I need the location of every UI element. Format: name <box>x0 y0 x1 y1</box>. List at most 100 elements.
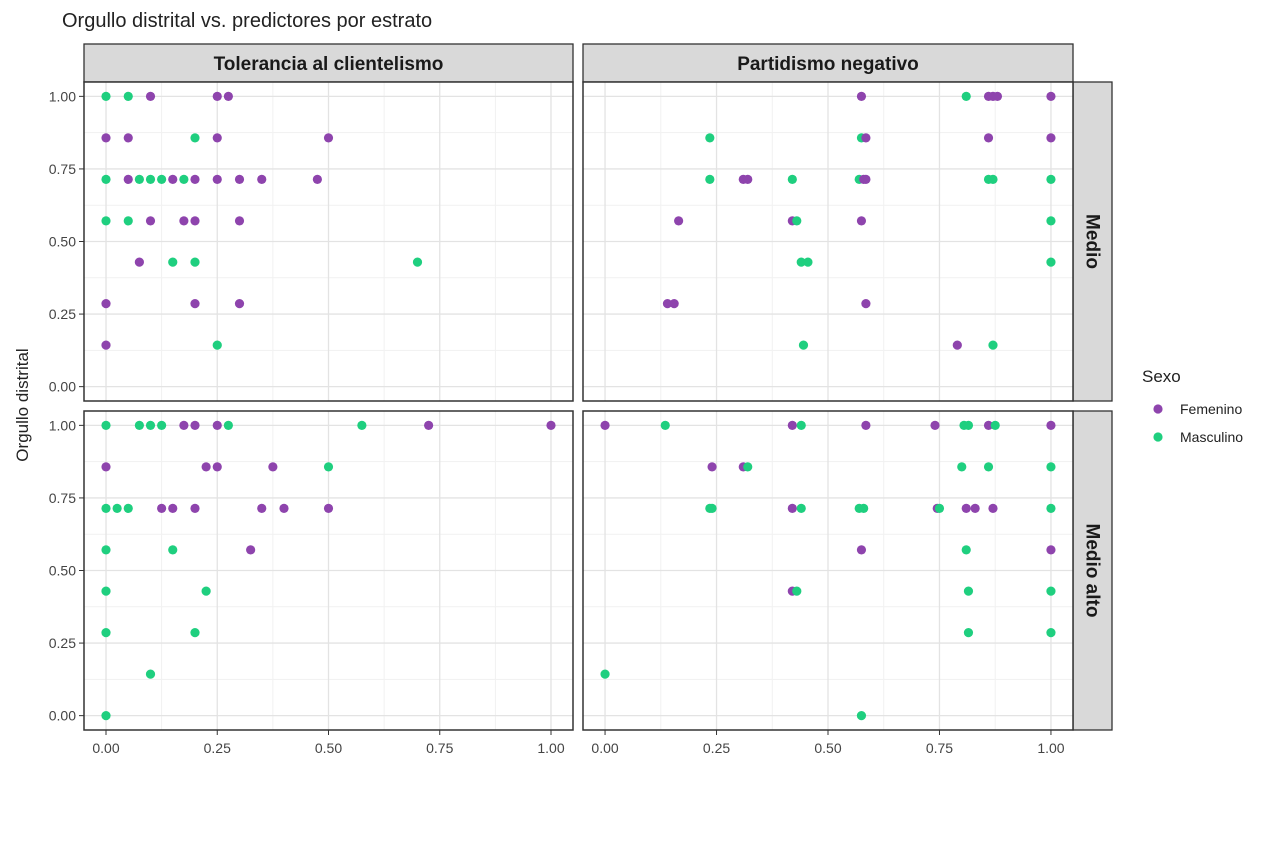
x-tick-label: 0.75 <box>426 740 453 756</box>
y-tick-label: 1.00 <box>49 417 76 433</box>
data-point-femenino <box>1046 133 1056 143</box>
y-tick-label: 0.00 <box>49 708 76 724</box>
data-point-masculino <box>983 462 994 472</box>
data-point-femenino <box>546 420 556 430</box>
data-point-masculino <box>223 420 233 430</box>
y-axis: 0.00 0.25 0.50 0.75 1.00 0.00 0.25 0.50 0.75 1.00 <box>49 88 84 724</box>
data-point-masculino <box>660 420 670 430</box>
data-point-femenino <box>212 133 222 143</box>
data-point-femenino <box>930 420 940 430</box>
x-tick-label: 0.50 <box>315 740 342 756</box>
data-point-masculino <box>1046 628 1056 638</box>
data-point-masculino <box>988 174 998 184</box>
panels-layer: Tolerancia al clientelismo Partidismo neg… <box>83 43 1113 731</box>
data-point-femenino <box>856 216 867 226</box>
data-point-femenino <box>312 174 322 184</box>
data-point-femenino <box>212 420 222 430</box>
facet-strip-background <box>582 43 1074 83</box>
data-point-femenino <box>988 503 998 513</box>
data-point-masculino <box>101 216 111 226</box>
legend-key <box>1153 404 1163 414</box>
data-point-femenino <box>212 462 222 472</box>
data-point-masculino <box>963 628 974 638</box>
data-point-femenino <box>168 174 178 184</box>
data-point-femenino <box>983 133 994 143</box>
facet-strip-label: Partidismo negativo <box>737 54 919 75</box>
facet-strip-partidismo-negativo: Partidismo negativo <box>582 43 1074 83</box>
data-point-masculino <box>963 420 974 430</box>
data-point-masculino <box>796 420 806 430</box>
data-point-femenino <box>970 503 980 513</box>
data-point-femenino <box>201 462 211 472</box>
data-point-femenino <box>234 174 245 184</box>
data-point-masculino <box>1046 257 1056 267</box>
data-point-masculino <box>1046 586 1056 596</box>
data-point-femenino <box>279 503 289 513</box>
panel-tolerancia-al-clientelismo-medio <box>83 81 574 402</box>
data-point-femenino <box>787 503 797 513</box>
data-point-femenino <box>101 462 111 472</box>
data-point-masculino <box>1046 216 1056 226</box>
data-point-masculino <box>190 257 200 267</box>
y-tick-label: 0.75 <box>49 490 76 506</box>
data-point-femenino <box>743 174 753 184</box>
data-point-femenino <box>992 91 1003 101</box>
data-point-femenino <box>961 503 971 513</box>
data-point-femenino <box>787 420 797 430</box>
data-point-femenino <box>323 133 334 143</box>
data-point-masculino <box>792 586 802 596</box>
x-tick-label: 1.00 <box>1037 740 1064 756</box>
y-axis-label: Orgullo distrital <box>13 348 32 461</box>
data-point-masculino <box>961 91 971 101</box>
panel-partidismo-negativo-medio <box>582 81 1074 402</box>
data-point-masculino <box>957 462 967 472</box>
y-tick-label: 0.25 <box>49 306 76 322</box>
x-tick-label: 0.50 <box>814 740 841 756</box>
data-point-masculino <box>145 174 156 184</box>
data-point-masculino <box>1046 503 1056 513</box>
x-tick-label: 0.25 <box>703 740 730 756</box>
data-point-femenino <box>257 503 267 513</box>
data-point-femenino <box>856 545 867 555</box>
data-point-masculino <box>145 669 156 679</box>
data-point-masculino <box>134 174 144 184</box>
data-point-masculino <box>787 174 797 184</box>
data-point-masculino <box>600 669 610 679</box>
data-point-femenino <box>662 299 673 309</box>
data-point-masculino <box>157 420 167 430</box>
data-point-femenino <box>234 299 245 309</box>
data-point-masculino <box>798 340 809 350</box>
data-point-masculino <box>212 340 222 350</box>
data-point-masculino <box>190 133 200 143</box>
data-point-femenino <box>190 503 200 513</box>
data-point-masculino <box>988 340 998 350</box>
data-point-masculino <box>101 628 111 638</box>
facet-strip-medio-alto: Medio alto <box>1072 410 1113 731</box>
legend-title: Sexo <box>1142 367 1181 386</box>
y-tick-label: 0.50 <box>49 234 76 250</box>
data-point-femenino <box>212 174 222 184</box>
data-point-femenino <box>234 216 245 226</box>
data-point-femenino <box>257 174 267 184</box>
chart-title: Orgullo distrital vs. predictores por es… <box>62 10 432 32</box>
panel-partidismo-negativo-medio-alto <box>582 410 1074 731</box>
data-point-femenino <box>268 462 278 472</box>
data-point-femenino <box>123 174 133 184</box>
data-point-masculino <box>357 420 367 430</box>
data-point-masculino <box>856 711 867 721</box>
data-point-masculino <box>201 586 211 596</box>
data-point-masculino <box>123 503 133 513</box>
data-point-femenino <box>145 91 156 101</box>
data-point-masculino <box>961 545 971 555</box>
data-point-masculino <box>796 503 806 513</box>
data-point-masculino <box>112 503 122 513</box>
data-point-femenino <box>856 91 867 101</box>
data-point-femenino <box>223 91 233 101</box>
data-point-masculino <box>101 586 111 596</box>
data-point-masculino <box>743 462 753 472</box>
data-point-femenino <box>145 216 156 226</box>
facet-strip-background <box>1072 81 1113 402</box>
data-point-femenino <box>424 420 434 430</box>
x-tick-label: 0.00 <box>92 740 119 756</box>
